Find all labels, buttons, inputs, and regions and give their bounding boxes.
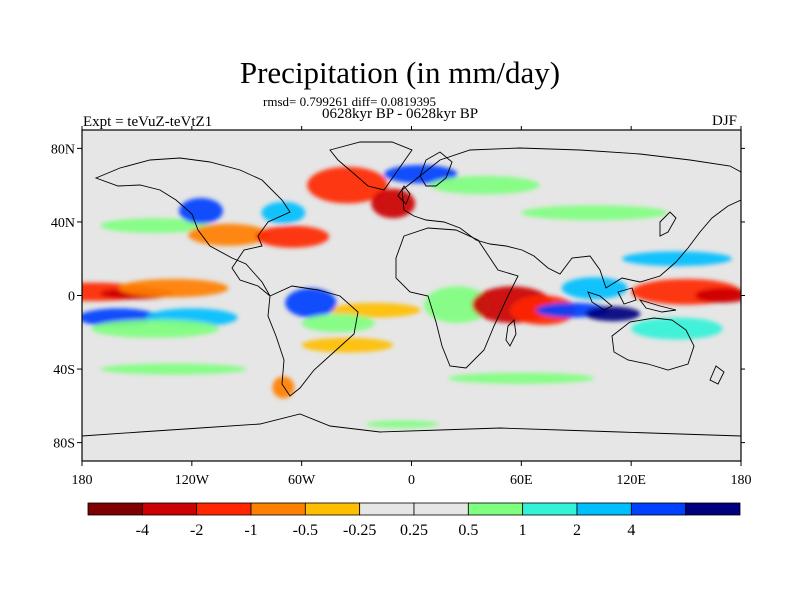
anomaly-region-17 (285, 288, 337, 318)
anomaly-region-9 (255, 225, 330, 248)
lon-tick-label: 180 (731, 473, 752, 488)
anomaly-region-25 (585, 306, 641, 322)
coastline-madagascar (505, 319, 517, 347)
experiment-label: Expt = teVuZ-teVtZ1 (83, 114, 213, 130)
colorbar-swatch (630, 502, 687, 516)
colorbar-swatch (141, 502, 198, 516)
anomaly-region-30 (448, 372, 595, 384)
colorbar-swatch (413, 502, 469, 516)
anomaly-region-11 (307, 166, 388, 204)
lon-tick-label: 0 (408, 473, 415, 488)
coastline-south-america (267, 285, 359, 397)
colorbar-label: 2 (573, 522, 581, 539)
colorbar-label: -0.25 (343, 522, 376, 539)
lat-tick-label: 40N (51, 216, 75, 231)
coastline-north-america (94, 157, 291, 297)
anomaly-region-2 (118, 278, 229, 298)
coastline-greenland (329, 141, 413, 191)
colorbar-label: 1 (519, 522, 527, 539)
anomaly-region-31 (100, 363, 247, 375)
anomaly-region-14 (429, 175, 540, 195)
anomaly-region-20 (424, 286, 491, 324)
axis-ticks: 180 120W 60W 0 60E 120E 180 80N 40N 0 40S 80S (51, 126, 752, 488)
anomaly-region-24 (561, 277, 628, 300)
anomaly-region-7 (179, 198, 223, 224)
anomaly-region-18 (301, 313, 375, 333)
colorbar-swatch (522, 502, 578, 516)
lon-tick-label: 60W (288, 473, 316, 488)
anomaly-region-27 (695, 288, 741, 303)
colorbar-swatch (467, 502, 524, 516)
anomaly-region-33 (272, 376, 295, 399)
coastline-eurasia (401, 147, 741, 289)
anomaly-region-15 (521, 205, 668, 221)
colorbar: -4 -2 -1 -0.5 -0.25 0.25 0.5 1 2 4 (87, 502, 741, 539)
lon-tick-label: 180 (72, 473, 93, 488)
coastline-uk (397, 185, 411, 205)
colorbar-swatch (304, 502, 361, 516)
anomaly-region-12 (371, 188, 416, 219)
lat-tick-label: 40S (53, 363, 75, 378)
anomaly-region-10 (261, 201, 306, 224)
colorbar-label: 0.5 (458, 522, 478, 539)
colorbar-swatch (576, 502, 632, 516)
coastline-new-zealand (709, 365, 725, 385)
colorbar-swatch (87, 502, 143, 516)
lat-tick-label: 0 (68, 290, 75, 305)
anomaly-region-29 (622, 251, 732, 267)
colorbar-swatch (250, 502, 306, 516)
anomaly-region-19 (301, 337, 394, 353)
lon-tick-label: 60E (510, 473, 533, 488)
colorbar-label: -2 (190, 522, 203, 539)
anomaly-region-6 (100, 218, 211, 233)
coastlines (82, 141, 741, 437)
anomaly-contours (82, 164, 741, 428)
period-label: 0628kyr BP - 0628kyr BP (322, 106, 479, 122)
coastline-antarctica (82, 413, 741, 437)
season-label: DJF (712, 113, 738, 129)
lat-tick-label: 80N (51, 142, 75, 157)
anomaly-region-8 (188, 223, 269, 246)
anomaly-region-5 (91, 319, 220, 338)
colorbar-label: -0.5 (293, 522, 318, 539)
colorbar-label: -4 (136, 522, 149, 539)
anomaly-region-28 (631, 317, 723, 340)
colorbar-swatch (685, 502, 741, 516)
anomaly-region-32 (365, 420, 439, 428)
lon-tick-label: 120W (175, 473, 210, 488)
colorbar-label: 0.25 (400, 522, 428, 539)
colorbar-swatch (196, 502, 252, 516)
coastline-japan (659, 211, 677, 237)
coastline-australia (611, 317, 695, 371)
coastline-maritime-continent (587, 287, 677, 313)
colorbar-label: -1 (244, 522, 257, 539)
rmsd-diff-stats: rmsd= 0.799261 diff= 0.0819395 (263, 94, 436, 109)
map-title: Precipitation (in mm/day) (239, 55, 561, 90)
coastline-scandinavia (419, 151, 453, 187)
lat-tick-label: 80S (53, 437, 75, 452)
lon-tick-label: 120E (616, 473, 646, 488)
coastline-africa (395, 227, 519, 369)
colorbar-label: 4 (627, 522, 635, 539)
colorbar-swatch (359, 502, 415, 516)
